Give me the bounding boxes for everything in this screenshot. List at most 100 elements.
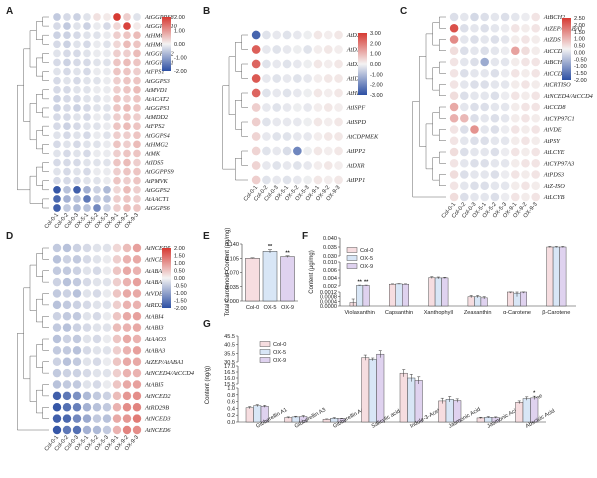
heatmap-cell: [123, 195, 131, 203]
heatmap-cell: [103, 113, 111, 121]
row-label: AtBCH2: [543, 14, 566, 21]
dendrogram-branch: [36, 298, 43, 323]
dendrogram-branch: [36, 166, 43, 186]
heatmap-cell: [92, 368, 102, 378]
heatmap-cell: [132, 425, 142, 435]
heatmap-cell: [449, 80, 459, 89]
heatmap-cell: [133, 140, 141, 149]
heatmap-cell: [470, 68, 479, 78]
bar: [361, 357, 370, 423]
bar: [389, 283, 396, 307]
heatmap-cell: [251, 132, 261, 141]
bar-chart-phytohormones: 30.535.540.545.515.516.016.517.00.00.20.…: [205, 334, 556, 430]
heatmap-cell: [53, 185, 61, 194]
dendrogram: [412, 16, 446, 198]
y-tick-label: 0.140: [225, 242, 239, 248]
colorbar-tick-label: -1.00: [574, 64, 587, 70]
heatmap-cell: [500, 136, 510, 146]
row-label: AtDXR: [346, 163, 365, 170]
heatmap-cell: [480, 102, 489, 112]
bar: [262, 251, 278, 302]
heatmap-cell: [73, 113, 81, 121]
heatmap-cell: [531, 46, 540, 56]
heatmap-cell: [62, 403, 72, 412]
colorbar-tick-label: 2.50: [574, 16, 585, 22]
heatmap-cell: [251, 59, 261, 69]
heatmap-cell: [470, 35, 479, 44]
dendrogram-branch: [222, 85, 236, 170]
heatmap-cell: [500, 147, 510, 157]
heatmap-cell: [313, 30, 323, 40]
heatmap-cell: [123, 13, 131, 21]
heatmap-cell: [272, 117, 282, 127]
heatmap-cell: [52, 346, 62, 355]
heatmap-cell: [323, 30, 333, 40]
heatmap-cell: [133, 122, 141, 130]
heatmap-cell: [52, 380, 62, 389]
heatmap-cell: [334, 175, 343, 185]
heatmap-cell: [323, 103, 333, 112]
row-label: AtNCED4/AtCCD4: [144, 370, 194, 377]
heatmap-cell: [92, 300, 102, 310]
heatmap-cell: [73, 40, 81, 49]
heatmap-cell: [52, 289, 62, 298]
heatmap-cell: [62, 334, 72, 344]
heatmap-cell: [490, 125, 500, 134]
heatmap-cell: [112, 300, 122, 310]
bar-chart-total-carotenoid: 0.000 0.035 0.070 0.105 0.140 Col-0 ** OX-5 ** OX…: [225, 228, 298, 316]
heatmap-cell: [113, 104, 121, 112]
heatmap-cell: [303, 88, 312, 98]
heatmap-cell: [63, 67, 71, 76]
heatmap-cell: [93, 49, 101, 58]
heatmap-cell: [63, 204, 71, 212]
bar: [441, 277, 449, 307]
heatmap-cell: [500, 68, 510, 78]
heatmap-cell: [531, 23, 540, 33]
heatmap-cell: [53, 95, 61, 103]
row-label: AtFPS1: [144, 69, 165, 76]
heatmap-cell: [521, 12, 530, 22]
heatmap-cell: [272, 103, 282, 112]
heatmap-cell: [521, 147, 530, 157]
heatmap-cell: [63, 176, 71, 185]
heatmap-cell: [113, 195, 121, 203]
dendrogram-branch: [42, 16, 49, 27]
heatmap-cell: [52, 414, 62, 423]
heatmap-panel-b: AtDXS2 AtDXS1 AtDXS3 AtIDS AtHDR AtISPF AtISPD…: [222, 30, 383, 203]
heatmap-cell: [103, 131, 111, 140]
heatmap-cell: [251, 103, 261, 112]
heatmap-cell: [82, 266, 92, 275]
heatmap-cell: [53, 31, 61, 40]
heatmap-cell: [83, 149, 91, 158]
panel-label-a: A: [6, 6, 13, 17]
x-tick-label: β-Carotene: [542, 310, 570, 316]
heatmap-cell: [480, 57, 489, 67]
row-label: AtISPF: [346, 105, 366, 112]
heatmap-cell: [113, 113, 121, 121]
colorbar: [358, 33, 367, 95]
heatmap-cell: [460, 147, 469, 157]
heatmap-cell: [460, 68, 469, 78]
heatmap-cell: [63, 85, 71, 94]
heatmap-cell: [112, 289, 122, 298]
heatmap-cell: [103, 149, 111, 158]
legend-swatch: [346, 263, 358, 269]
colorbar-tick-label: -2.00: [174, 306, 187, 312]
dendrogram-branch: [235, 100, 242, 130]
heatmap-cell: [251, 146, 261, 156]
heatmap-cell: [112, 425, 122, 435]
heatmap-cell: [63, 104, 71, 112]
heatmap-cell: [470, 192, 479, 202]
heatmap-cell: [470, 170, 479, 179]
heatmap-cell: [93, 22, 101, 30]
heatmap-cell: [83, 67, 91, 76]
dendrogram-branch: [36, 94, 43, 113]
row-label: AtIPP2: [346, 148, 366, 155]
row-label: AtBCH1: [543, 59, 565, 66]
heatmap-cell: [132, 289, 142, 298]
heatmap-cell: [102, 255, 112, 264]
row-label: AtGGPS4: [144, 132, 170, 139]
heatmap-cell: [323, 59, 333, 69]
colorbar-tick-label: -1.00: [370, 72, 383, 78]
heatmap-cell: [102, 403, 112, 412]
